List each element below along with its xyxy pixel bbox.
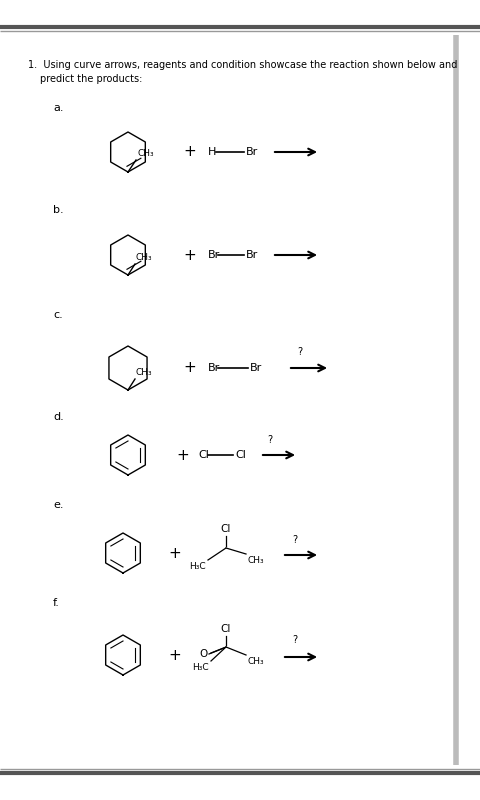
Text: +: + [184, 145, 196, 159]
Text: H₃C: H₃C [190, 562, 206, 571]
Text: +: + [184, 247, 196, 262]
Text: ?: ? [267, 435, 273, 445]
Text: ?: ? [298, 347, 302, 357]
Text: +: + [177, 447, 190, 462]
Text: Br: Br [246, 147, 258, 157]
Text: Br: Br [246, 250, 258, 260]
Text: CH₃: CH₃ [136, 253, 153, 262]
Text: b.: b. [53, 205, 64, 215]
Text: Cl: Cl [235, 450, 246, 460]
Text: CH₃: CH₃ [248, 556, 264, 565]
Text: Cl: Cl [221, 524, 231, 534]
Text: Br: Br [208, 250, 220, 260]
Text: 1.  Using curve arrows, reagents and condition showcase the reaction shown below: 1. Using curve arrows, reagents and cond… [28, 60, 457, 70]
Text: f.: f. [53, 598, 60, 608]
Text: CH₃: CH₃ [248, 657, 264, 666]
Text: Cl: Cl [198, 450, 209, 460]
Text: d.: d. [53, 412, 64, 422]
Text: H₃C: H₃C [192, 663, 209, 672]
Text: CH₃: CH₃ [137, 149, 154, 158]
Text: Cl: Cl [221, 624, 231, 634]
Text: a.: a. [53, 103, 63, 113]
Text: ?: ? [292, 535, 298, 545]
Text: Br: Br [250, 363, 262, 373]
Text: +: + [168, 546, 181, 561]
Text: c.: c. [53, 310, 63, 320]
Text: ?: ? [292, 635, 298, 645]
Text: +: + [184, 361, 196, 375]
Text: predict the products:: predict the products: [40, 74, 143, 84]
Text: +: + [168, 647, 181, 662]
Text: O: O [200, 649, 208, 659]
Text: e.: e. [53, 500, 63, 510]
Text: Br: Br [208, 363, 220, 373]
Text: H: H [208, 147, 216, 157]
Text: CH₃: CH₃ [136, 368, 153, 377]
